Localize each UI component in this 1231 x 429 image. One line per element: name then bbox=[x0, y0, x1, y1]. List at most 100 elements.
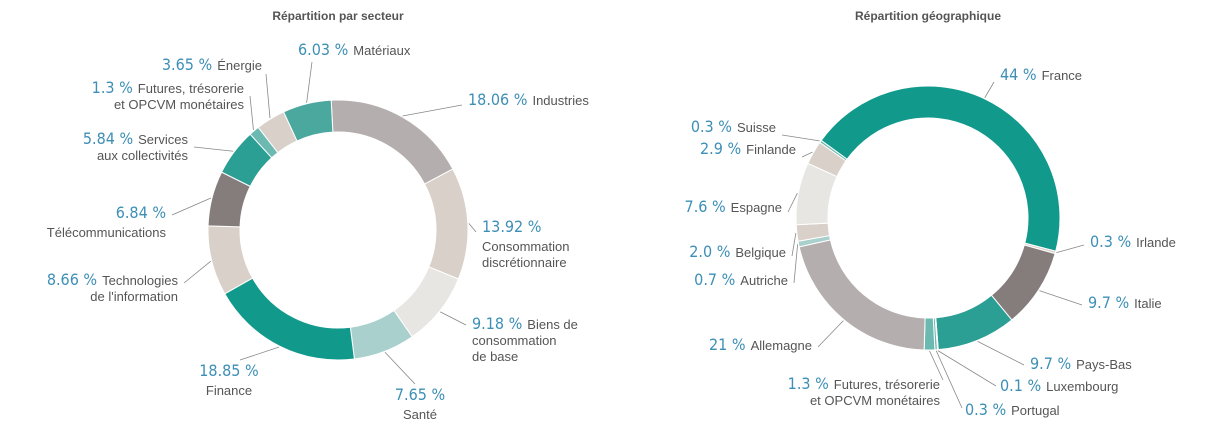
label-line: Consommation bbox=[482, 239, 569, 254]
label-line: discrétionnaire bbox=[482, 255, 567, 270]
value-label: 18.06 % bbox=[468, 90, 527, 109]
category-label: Futures, trésorerie et OPCVM monétaires bbox=[810, 377, 941, 408]
data-label: 1.3 % Futures, trésorerie et OPCVM monétai… bbox=[92, 78, 245, 112]
value-label: 13.92 % bbox=[482, 217, 541, 236]
leader-line bbox=[239, 346, 280, 361]
leader-line bbox=[249, 95, 254, 130]
label-line: aux collectivités bbox=[97, 148, 189, 163]
category-label: Biens de consommation de base bbox=[472, 317, 578, 364]
donut-segment bbox=[224, 277, 355, 361]
value-label: 6.03 % bbox=[298, 40, 348, 59]
leader-line bbox=[817, 320, 844, 348]
category-label: Belgique bbox=[735, 245, 786, 260]
value-label: 0.3 % bbox=[691, 117, 732, 136]
category-label: Services aux collectivités bbox=[97, 132, 189, 163]
label-line: Irlande bbox=[1136, 235, 1176, 250]
label-line: consommation bbox=[472, 333, 557, 348]
chart-title: Répartition par secteur bbox=[272, 9, 404, 23]
donut-segment bbox=[330, 99, 454, 185]
category-label: Italie bbox=[1134, 296, 1161, 311]
label-line: et OPCVM monétaires bbox=[114, 97, 245, 112]
value-label: 1.3 % bbox=[788, 374, 829, 393]
donut-segment bbox=[820, 85, 1061, 252]
value-label: 18.85 % bbox=[199, 361, 258, 380]
leader-line bbox=[306, 61, 313, 103]
data-label: 9.7 % Pays-Bas bbox=[1030, 354, 1132, 373]
label-line: Futures, trésorerie bbox=[834, 377, 940, 392]
value-label: 6.84 % bbox=[116, 203, 166, 222]
data-label: 9.7 % Italie bbox=[1088, 293, 1162, 312]
category-label: Finlande bbox=[746, 142, 796, 157]
label-line: de l'information bbox=[90, 289, 178, 304]
leader-line bbox=[265, 73, 271, 119]
value-label: 0.1 % bbox=[1000, 376, 1041, 395]
label-line: Matériaux bbox=[353, 43, 411, 58]
label-line: Biens de bbox=[527, 317, 578, 332]
value-label: 1.3 % bbox=[92, 78, 133, 97]
data-label: 9.18 % Biens de consommation de base bbox=[472, 314, 578, 364]
category-label: Technologies de l'information bbox=[90, 273, 178, 304]
category-label: Portugal bbox=[1011, 403, 1060, 418]
category-label: Irlande bbox=[1136, 235, 1176, 250]
leader-line bbox=[781, 134, 820, 142]
category-label: Allemagne bbox=[751, 338, 812, 353]
leader-line bbox=[984, 81, 995, 98]
leader-line bbox=[183, 260, 212, 284]
label-line: Suisse bbox=[737, 120, 776, 135]
donut-segment bbox=[923, 317, 936, 351]
value-label: 7.65 % bbox=[395, 385, 445, 404]
label-line: et OPCVM monétaires bbox=[810, 393, 941, 408]
donut-segment bbox=[819, 139, 848, 162]
label-line: de base bbox=[472, 349, 518, 364]
leader-line bbox=[935, 350, 963, 409]
leader-line bbox=[977, 341, 1025, 366]
category-label: Finance bbox=[206, 383, 252, 398]
data-label: 0.7 % Autriche bbox=[694, 270, 788, 289]
data-label: 18.85 % Finance bbox=[199, 361, 258, 398]
category-label: Industries bbox=[532, 93, 589, 108]
category-label: Matériaux bbox=[353, 43, 411, 58]
data-label: 18.06 % Industries bbox=[468, 90, 589, 109]
leader-line bbox=[384, 352, 416, 385]
label-line: Énergie bbox=[217, 58, 262, 73]
value-label: 21 % bbox=[709, 335, 746, 354]
category-label: Autriche bbox=[740, 273, 788, 288]
leader-line bbox=[440, 311, 467, 326]
donut-segment bbox=[423, 168, 469, 280]
category-label: Suisse bbox=[737, 120, 776, 135]
label-line: Luxembourg bbox=[1046, 379, 1118, 394]
data-label: 21 % Allemagne bbox=[709, 335, 812, 354]
leader-line bbox=[801, 151, 813, 158]
value-label: 0.3 % bbox=[965, 400, 1006, 419]
data-label: 0.3 % Suisse bbox=[691, 117, 776, 136]
data-label: 5.84 % Services aux collectivités bbox=[83, 129, 189, 163]
category-label: Luxembourg bbox=[1046, 379, 1118, 394]
data-label: 6.03 % Matériaux bbox=[298, 40, 411, 59]
data-label: 3.65 % Énergie bbox=[162, 55, 262, 74]
value-label: 9.7 % bbox=[1088, 293, 1129, 312]
data-label: 44 % France bbox=[1000, 65, 1082, 84]
value-label: 2.9 % bbox=[700, 139, 741, 158]
label-line: Allemagne bbox=[751, 338, 812, 353]
leader-line bbox=[193, 146, 234, 152]
value-label: 8.66 % bbox=[47, 270, 97, 289]
leader-line bbox=[793, 244, 799, 284]
leader-line bbox=[468, 223, 477, 233]
label-line: Espagne bbox=[731, 200, 782, 215]
label-line: Finance bbox=[206, 383, 252, 398]
label-line: Finlande bbox=[746, 142, 796, 157]
value-label: 3.65 % bbox=[162, 55, 212, 74]
data-label: 1.3 % Futures, trésorerie et OPCVM monétai… bbox=[788, 374, 941, 408]
chart-title: Répartition géographique bbox=[855, 9, 1001, 23]
value-label: 9.7 % bbox=[1030, 354, 1071, 373]
label-line: Services bbox=[138, 132, 188, 147]
data-label: 0.1 % Luxembourg bbox=[1000, 376, 1118, 395]
data-label: 7.6 % Espagne bbox=[685, 197, 782, 216]
value-label: 0.7 % bbox=[694, 270, 735, 289]
label-line: Portugal bbox=[1011, 403, 1060, 418]
leader-line bbox=[1039, 290, 1083, 306]
value-label: 5.84 % bbox=[83, 129, 133, 148]
leader-line bbox=[787, 192, 798, 213]
label-line: Santé bbox=[403, 407, 437, 422]
